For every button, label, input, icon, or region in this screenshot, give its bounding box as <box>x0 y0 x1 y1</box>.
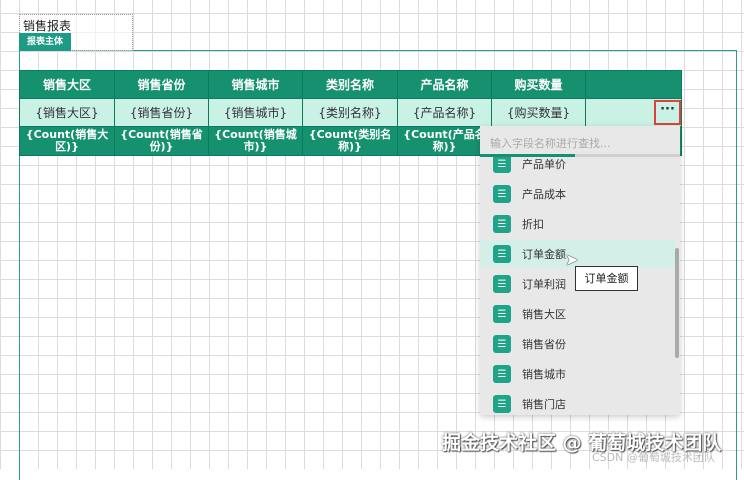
data-cell[interactable]: {销售省份} <box>114 98 209 127</box>
database-icon: ☰ <box>493 365 511 383</box>
field-list-item[interactable]: ☰ 销售省份 <box>480 330 675 358</box>
data-cell[interactable]: {类别名称} <box>302 98 398 127</box>
header-cell[interactable]: 销售省份 <box>114 70 209 99</box>
field-list-item[interactable]: ☰ 销售大区 <box>480 300 675 328</box>
count-cell[interactable]: {Count(销售城市)} <box>208 126 303 156</box>
database-icon: ☰ <box>493 245 511 263</box>
field-name: 销售省份 <box>522 338 566 351</box>
table-row-headers: 销售大区 销售省份 销售城市 类别名称 产品名称 购买数量 <box>19 70 682 99</box>
header-cell[interactable]: 类别名称 <box>302 70 398 99</box>
data-cell[interactable]: {产品名称} <box>397 98 492 127</box>
header-cell[interactable]: 销售大区 <box>19 70 115 99</box>
field-name: 销售大区 <box>522 308 566 321</box>
database-icon: ☰ <box>493 395 511 413</box>
search-underline <box>480 154 575 157</box>
report-body-frame <box>19 50 737 480</box>
field-list-item[interactable]: ☰ 销售门店 <box>480 390 675 415</box>
watermark: 掘金技术社区 @ 葡萄城技术团队 <box>442 432 722 454</box>
field-search-input[interactable]: 输入字段名称进行查找... <box>480 126 680 157</box>
table-row-data_row: {销售大区} {销售省份} {销售城市} {类别名称} {产品名称} {购买数量} <box>19 98 682 127</box>
count-cell[interactable]: {Count(产品名称)} <box>397 126 492 156</box>
field-name: 产品成本 <box>522 188 566 201</box>
field-name: 订单金额 <box>522 248 566 261</box>
field-list: ☰ 产品单价 ☰ 产品成本 ☰ 折扣 ☰ 订单金额 ☰ 订单利润 ☰ 销售大区 ☰ 销售省份 ☰ 销售城市 ☰ 销… <box>480 157 680 415</box>
field-list-item[interactable]: ☰ 产品单价 <box>480 157 675 178</box>
mouse-cursor-icon: ➤ <box>565 250 579 269</box>
field-list-item[interactable]: ☰ 销售城市 <box>480 360 675 388</box>
header-cell[interactable]: 销售城市 <box>208 70 303 99</box>
header-cell[interactable]: 产品名称 <box>397 70 492 99</box>
data-cell[interactable]: {销售城市} <box>208 98 303 127</box>
more-options-button[interactable]: ··· <box>654 100 681 125</box>
header-cell[interactable] <box>585 70 682 99</box>
count-cell[interactable]: {Count(类别名称)} <box>302 126 398 156</box>
field-list-item[interactable]: ☰ 订单利润 <box>480 270 675 298</box>
watermark-small: CSDN @葡萄城技术团队 <box>592 451 715 464</box>
database-icon: ☰ <box>493 185 511 203</box>
database-icon: ☰ <box>493 275 511 293</box>
tooltip: 订单金额 <box>575 266 638 291</box>
database-icon: ☰ <box>493 335 511 353</box>
data-cell[interactable]: {销售大区} <box>19 98 115 127</box>
field-name: 销售城市 <box>522 368 566 381</box>
field-name: 订单利润 <box>522 278 566 291</box>
dropdown-scrollbar[interactable] <box>675 248 679 358</box>
field-name: 销售门店 <box>522 398 566 411</box>
data-cell[interactable]: {购买数量} <box>491 98 586 127</box>
field-list-item[interactable]: ☰ 折扣 <box>480 210 675 238</box>
database-icon: ☰ <box>493 305 511 323</box>
section-tab-report-body[interactable]: 报表主体 <box>19 33 71 51</box>
header-cell[interactable]: 购买数量 <box>491 70 586 99</box>
field-list-item[interactable]: ☰ 产品成本 <box>480 180 675 208</box>
field-name: 产品单价 <box>522 158 566 171</box>
report-title: 销售报表 <box>23 19 72 33</box>
database-icon: ☰ <box>493 215 511 233</box>
field-name: 折扣 <box>522 218 544 231</box>
field-list-item[interactable]: ☰ 订单金额 <box>480 240 675 268</box>
database-icon: ☰ <box>493 157 511 173</box>
count-cell[interactable]: {Count(销售大区)} <box>19 126 115 156</box>
count-cell[interactable]: {Count(销售省份)} <box>114 126 209 156</box>
